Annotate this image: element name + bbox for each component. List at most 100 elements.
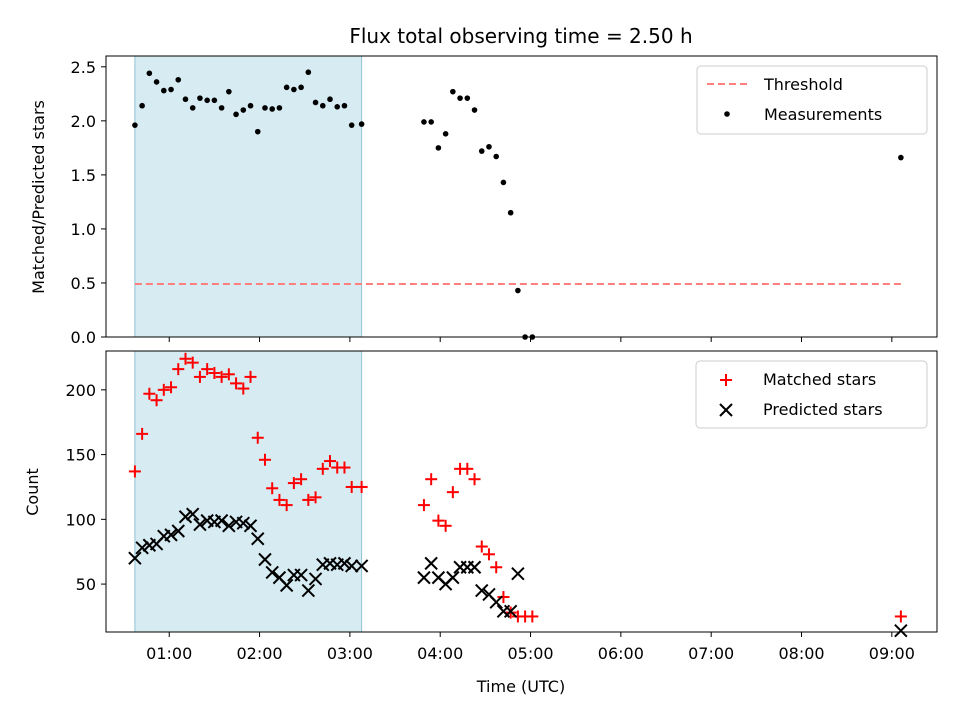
predicted-star-marker-b — [431, 570, 446, 585]
observing-window-band — [134, 55, 363, 338]
predicted-star-point — [894, 623, 908, 638]
measurement-point — [161, 87, 167, 94]
count-panel-legend-box — [695, 360, 928, 429]
y-tick-label: 100 — [65, 510, 96, 529]
predicted-star-marker-b — [265, 565, 279, 580]
y-tick-label: 0.0 — [71, 328, 96, 347]
predicted-star-marker-b — [294, 568, 308, 582]
matched-star-point — [215, 370, 228, 383]
matched-star-point — [439, 519, 452, 532]
measurement-point — [319, 102, 326, 109]
measurement-point — [500, 179, 507, 186]
measurement-point — [478, 148, 485, 154]
x-tick-label: 09:00 — [869, 644, 915, 663]
predicted-star-point — [214, 513, 229, 528]
predicted-star-marker-b — [279, 578, 294, 593]
measurement-point — [132, 122, 138, 128]
measurement-point — [442, 131, 449, 137]
predicted-star-marker-b — [222, 519, 236, 533]
matched-star-point — [287, 477, 300, 490]
predicted-star-marker-b — [251, 532, 265, 546]
measurement-point — [435, 145, 442, 151]
measurement-point — [175, 76, 182, 83]
predicted-star-point — [475, 583, 489, 598]
predicted-star-point — [467, 560, 482, 574]
matched-star-point — [475, 540, 488, 553]
x-tick-label: 01:00 — [146, 644, 192, 663]
predicted-star-point — [417, 570, 431, 585]
matched-star-point — [461, 462, 474, 475]
predicted-star-marker-b — [511, 567, 525, 581]
predicted-star-marker-b — [301, 583, 316, 598]
measurement-point — [457, 95, 463, 101]
predicted-star-marker-b — [894, 623, 908, 638]
predicted-star-marker-b — [424, 556, 438, 571]
x-tick-label: 03:00 — [327, 644, 373, 663]
x-tick-label: 06:00 — [598, 644, 644, 663]
predicted-star-marker-b — [178, 510, 193, 524]
predicted-star-point — [511, 567, 525, 581]
ratio-panel-y-ticks: 0.0 0.5 1.0 1.5 2.0 2.5 — [71, 58, 106, 347]
matched-star-point — [266, 482, 279, 495]
predicted-star-point — [294, 568, 308, 582]
matched-star-point — [309, 491, 322, 504]
predicted-star-point — [251, 532, 265, 546]
count-panel: 50 100 150 200 01:00 02:00 03:00 04:00 05:00 06:… — [23, 350, 938, 696]
predicted-star-point — [308, 572, 323, 586]
predicted-star-point — [193, 517, 207, 532]
measurement-point — [348, 122, 355, 128]
y-tick-label: 0.5 — [71, 274, 96, 293]
matched-star-point — [201, 363, 214, 376]
measurement-point — [254, 128, 261, 135]
observing-window-shade-top — [134, 55, 363, 338]
measurement-point — [450, 88, 456, 95]
chart-title: Flux total observing time = 2.50 h — [349, 24, 692, 48]
matched-star-point — [355, 480, 368, 493]
measurement-point — [428, 119, 434, 125]
matched-star-point — [324, 455, 337, 468]
measurement-point — [341, 102, 348, 109]
predicted-star-point — [337, 556, 352, 571]
measurement-point — [305, 69, 312, 76]
measurement-point — [247, 102, 254, 109]
measurement-point — [291, 86, 297, 93]
predicted-stars-legend-swatch — [719, 403, 733, 417]
predicted-star-point — [258, 552, 272, 567]
ratio-panel-x-ticks — [168, 337, 893, 342]
predicted-star-marker-b — [171, 524, 185, 538]
observing-window-band — [134, 350, 363, 633]
predicted-star-marker-b — [186, 507, 200, 521]
matched-star-point — [302, 493, 315, 506]
ratio-panel-frame — [105, 55, 938, 338]
predicted-stars-legend-label: Predicted stars — [763, 400, 883, 419]
measurement-point — [189, 105, 196, 111]
predicted-star-marker-b — [272, 570, 287, 585]
measurement-point — [312, 99, 319, 106]
matched-star-point — [497, 591, 510, 604]
predicted-star-marker-b — [467, 560, 482, 574]
predicted-star-marker-b — [128, 551, 142, 565]
measurement-point — [146, 70, 153, 77]
predicted-star-marker-b — [229, 515, 243, 529]
predicted-star-marker-b — [200, 513, 214, 528]
measurement-point — [471, 107, 478, 113]
measurement-point — [283, 84, 290, 91]
measurement-point — [358, 121, 365, 127]
measurement-point — [233, 111, 239, 118]
matched-star-point — [338, 461, 351, 474]
matched-star-point — [186, 356, 199, 369]
predicted-star-marker-b — [323, 556, 337, 571]
observing-window-shade-bottom — [134, 350, 363, 633]
predicted-star-marker-b — [417, 570, 431, 585]
measurement-point — [276, 105, 283, 111]
predicted-star-point — [503, 604, 518, 618]
matched-star-point — [258, 453, 271, 466]
matched-star-point — [526, 610, 539, 623]
matched-star-point — [165, 381, 178, 394]
measurement-point — [334, 103, 341, 110]
matched-stars-series — [128, 352, 907, 623]
predicted-star-point — [186, 507, 200, 521]
predicted-star-marker-b — [164, 528, 178, 542]
measurement-point — [218, 105, 225, 111]
